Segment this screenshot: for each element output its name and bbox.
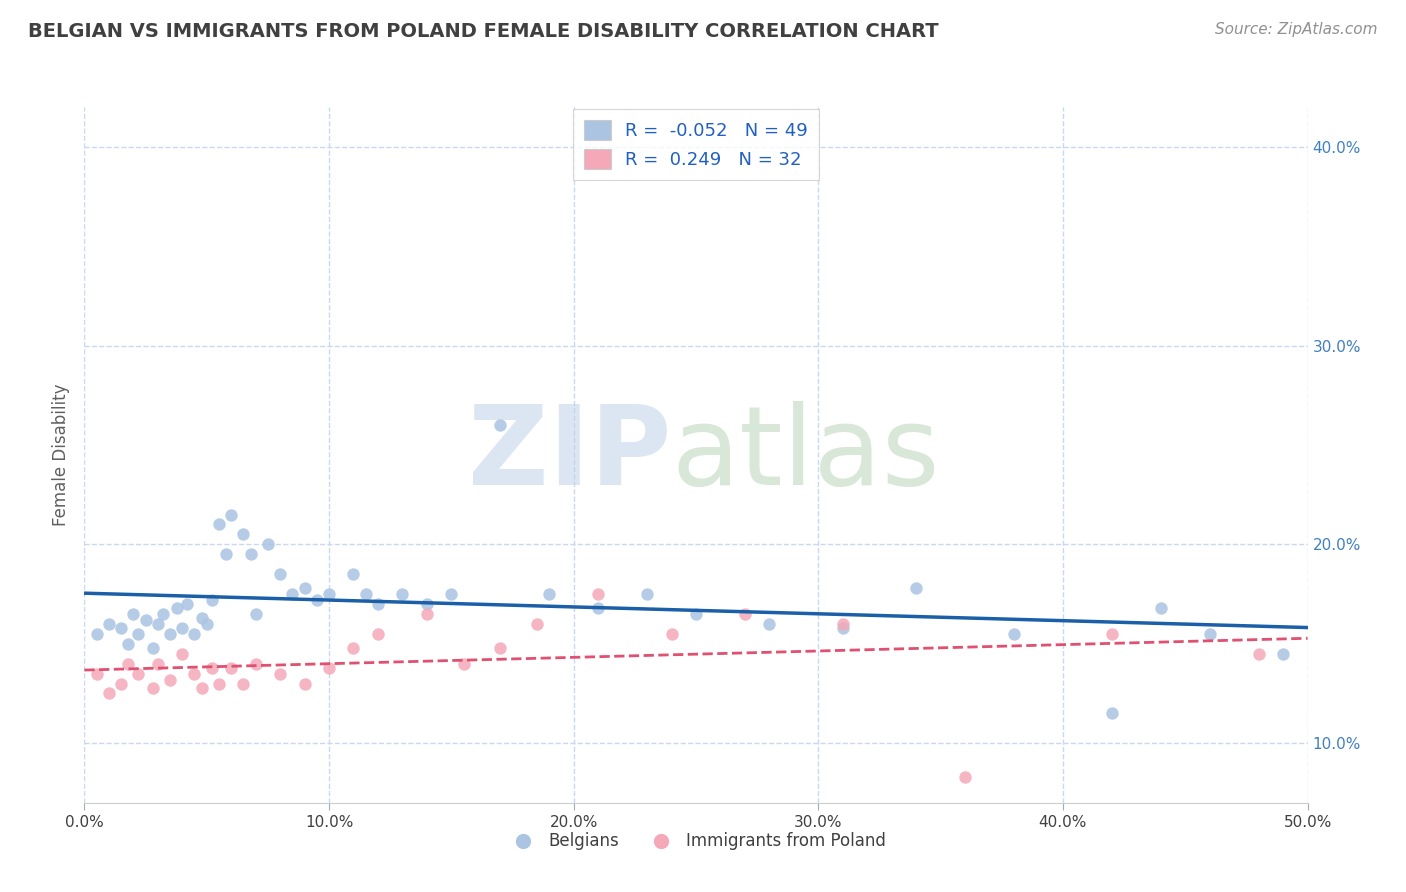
Point: [1198, 627, 1220, 641]
Point: [172, 621, 194, 635]
Point: [269, 666, 291, 681]
Point: [367, 597, 389, 611]
Point: [538, 587, 561, 601]
Point: [391, 587, 413, 601]
Point: [685, 607, 707, 621]
Point: [526, 616, 548, 631]
Point: [281, 587, 304, 601]
Point: [146, 657, 169, 671]
Point: [269, 567, 291, 582]
Point: [905, 581, 928, 595]
Point: [176, 597, 198, 611]
Point: [586, 601, 609, 615]
Point: [367, 627, 389, 641]
Point: [294, 581, 316, 595]
Text: ZIP: ZIP: [468, 401, 672, 508]
Point: [1101, 706, 1123, 721]
Point: [219, 660, 242, 674]
Point: [245, 607, 267, 621]
Point: [416, 597, 439, 611]
Point: [1002, 627, 1025, 641]
Point: [318, 587, 340, 601]
Point: [122, 607, 145, 621]
Point: [215, 547, 238, 561]
Point: [97, 686, 120, 700]
Point: [636, 587, 658, 601]
Point: [831, 621, 853, 635]
Point: [200, 660, 222, 674]
Point: [1247, 647, 1270, 661]
Point: [142, 681, 165, 695]
Text: BELGIAN VS IMMIGRANTS FROM POLAND FEMALE DISABILITY CORRELATION CHART: BELGIAN VS IMMIGRANTS FROM POLAND FEMALE…: [28, 22, 939, 41]
Point: [416, 607, 439, 621]
Point: [200, 593, 222, 607]
Point: [183, 627, 205, 641]
Point: [661, 627, 683, 641]
Point: [342, 640, 364, 655]
Point: [135, 613, 157, 627]
Point: [208, 676, 231, 690]
Point: [159, 627, 181, 641]
Y-axis label: Female Disability: Female Disability: [52, 384, 70, 526]
Point: [1101, 627, 1123, 641]
Point: [127, 666, 149, 681]
Point: [294, 676, 316, 690]
Point: [166, 601, 188, 615]
Text: atlas: atlas: [672, 401, 941, 508]
Point: [172, 647, 194, 661]
Point: [758, 616, 780, 631]
Point: [318, 660, 340, 674]
Point: [232, 676, 254, 690]
Point: [453, 657, 475, 671]
Point: [245, 657, 267, 671]
Point: [142, 640, 165, 655]
Point: [127, 627, 149, 641]
Point: [831, 616, 853, 631]
Point: [489, 640, 512, 655]
Text: Source: ZipAtlas.com: Source: ZipAtlas.com: [1215, 22, 1378, 37]
Point: [489, 418, 512, 433]
Point: [86, 666, 108, 681]
Point: [117, 637, 139, 651]
Point: [86, 627, 108, 641]
Point: [97, 616, 120, 631]
Point: [257, 537, 280, 551]
Point: [440, 587, 463, 601]
Point: [110, 621, 132, 635]
Point: [239, 547, 262, 561]
Point: [953, 770, 976, 784]
Point: [191, 681, 214, 695]
Point: [110, 676, 132, 690]
Point: [146, 616, 169, 631]
Point: [1150, 601, 1173, 615]
Point: [152, 607, 174, 621]
Point: [586, 587, 609, 601]
Legend: Belgians, Immigrants from Poland: Belgians, Immigrants from Poland: [499, 826, 893, 857]
Point: [159, 673, 181, 687]
Point: [195, 616, 218, 631]
Point: [208, 517, 231, 532]
Point: [734, 607, 756, 621]
Point: [191, 611, 214, 625]
Point: [183, 666, 205, 681]
Point: [219, 508, 242, 522]
Point: [342, 567, 364, 582]
Point: [1272, 647, 1295, 661]
Point: [354, 587, 377, 601]
Point: [232, 527, 254, 541]
Point: [117, 657, 139, 671]
Point: [305, 593, 328, 607]
